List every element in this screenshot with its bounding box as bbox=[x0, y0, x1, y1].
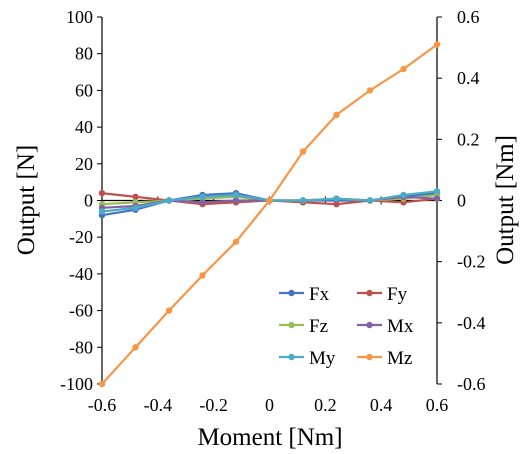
x-tick-label: -0.2 bbox=[199, 395, 228, 415]
data-point-mx bbox=[232, 197, 240, 204]
data-point-mx bbox=[433, 195, 441, 202]
left-y-tick-label: -100 bbox=[60, 374, 93, 394]
right-y-tick-label: -0.6 bbox=[457, 374, 486, 394]
legend-item-mx: Mx bbox=[357, 316, 414, 337]
legend-marker-my bbox=[288, 353, 295, 361]
left-y-tick-label: -60 bbox=[69, 301, 93, 321]
right-y-axis-title: Output [Nm] bbox=[492, 135, 519, 265]
x-tick-label: 0.4 bbox=[370, 395, 393, 415]
data-point-my bbox=[232, 191, 240, 199]
data-point-mz bbox=[199, 272, 206, 279]
right-y-tick-label: 0.4 bbox=[457, 68, 480, 88]
data-point-my bbox=[165, 197, 173, 204]
data-point-mz bbox=[333, 111, 340, 119]
legend-marker-fy bbox=[366, 289, 373, 297]
left-y-tick-label: -40 bbox=[69, 264, 93, 284]
data-point-fy bbox=[132, 193, 139, 201]
data-point-my bbox=[333, 195, 340, 202]
data-point-mz bbox=[232, 238, 240, 245]
legend-marker-mx bbox=[366, 321, 373, 329]
left-y-tick-label: -20 bbox=[69, 227, 93, 247]
data-point-my bbox=[132, 204, 139, 212]
data-point-my bbox=[433, 188, 441, 195]
legend-label-fy: Fy bbox=[387, 284, 408, 305]
x-tick-label: -0.6 bbox=[88, 395, 117, 415]
data-point-mz bbox=[132, 344, 139, 351]
legend-item-fz: Fz bbox=[279, 316, 328, 337]
data-point-mz bbox=[98, 380, 106, 388]
left-y-tick-label: 60 bbox=[75, 80, 93, 100]
left-y-tick-label: 40 bbox=[75, 117, 93, 137]
legend: Fx Fy Fz Mx My Mz bbox=[279, 284, 414, 369]
left-y-axis-title: Output [N] bbox=[13, 145, 40, 255]
left-y-tick-label: 100 bbox=[66, 7, 93, 27]
left-y-axis-ticks: 100 80 60 40 20 0 -20 -40 -60 -80 -100 bbox=[60, 7, 102, 394]
legend-item-mz: Mz bbox=[357, 348, 412, 369]
legend-marker-fz bbox=[288, 321, 295, 329]
data-point-mz bbox=[299, 148, 307, 155]
legend-label-mz: Mz bbox=[387, 348, 412, 369]
right-y-tick-label: -0.2 bbox=[457, 252, 486, 272]
series-layer bbox=[98, 41, 441, 388]
legend-label-fx: Fx bbox=[309, 284, 330, 305]
data-point-my bbox=[199, 193, 206, 201]
x-tick-label: 0 bbox=[265, 395, 274, 415]
left-y-tick-label: 0 bbox=[84, 191, 93, 211]
data-point-my bbox=[299, 197, 307, 204]
right-y-tick-label: 0.2 bbox=[457, 129, 480, 149]
right-y-tick-label: 0 bbox=[457, 191, 466, 211]
x-tick-label: -0.4 bbox=[144, 395, 173, 415]
legend-item-fx: Fx bbox=[279, 284, 330, 305]
legend-label-mx: Mx bbox=[387, 316, 414, 337]
series-mz bbox=[98, 41, 441, 388]
data-point-fy bbox=[333, 200, 340, 208]
data-point-mz bbox=[433, 41, 441, 48]
left-y-tick-label: -80 bbox=[69, 337, 93, 357]
data-point-my bbox=[400, 191, 407, 199]
data-point-mz bbox=[366, 87, 374, 94]
legend-marker-fx bbox=[288, 289, 295, 297]
left-y-tick-label: 20 bbox=[75, 154, 93, 174]
right-y-tick-label: 0.6 bbox=[457, 7, 480, 27]
data-point-my bbox=[98, 208, 106, 215]
legend-item-my: My bbox=[279, 348, 336, 369]
data-point-mz bbox=[400, 65, 407, 73]
legend-label-my: My bbox=[309, 348, 336, 369]
data-point-fy bbox=[98, 189, 106, 197]
right-y-tick-label: -0.4 bbox=[457, 313, 486, 333]
x-tick-label: 0.2 bbox=[314, 395, 337, 415]
legend-item-fy: Fy bbox=[357, 284, 408, 305]
legend-label-fz: Fz bbox=[309, 316, 328, 337]
data-point-my bbox=[366, 197, 374, 204]
x-axis-title: Moment [Nm] bbox=[197, 424, 342, 451]
data-point-mx bbox=[199, 199, 206, 206]
right-y-axis-ticks: 0.6 0.4 0.2 0 -0.2 -0.4 -0.6 bbox=[437, 7, 486, 394]
x-tick-label: 0.6 bbox=[426, 395, 449, 415]
x-axis-ticks: -0.6 -0.4 -0.2 0 0.2 0.4 0.6 bbox=[88, 196, 449, 415]
data-point-mz bbox=[266, 197, 273, 204]
data-point-mz bbox=[165, 307, 173, 314]
legend-marker-mz bbox=[366, 353, 373, 361]
left-y-tick-label: 80 bbox=[75, 44, 93, 64]
